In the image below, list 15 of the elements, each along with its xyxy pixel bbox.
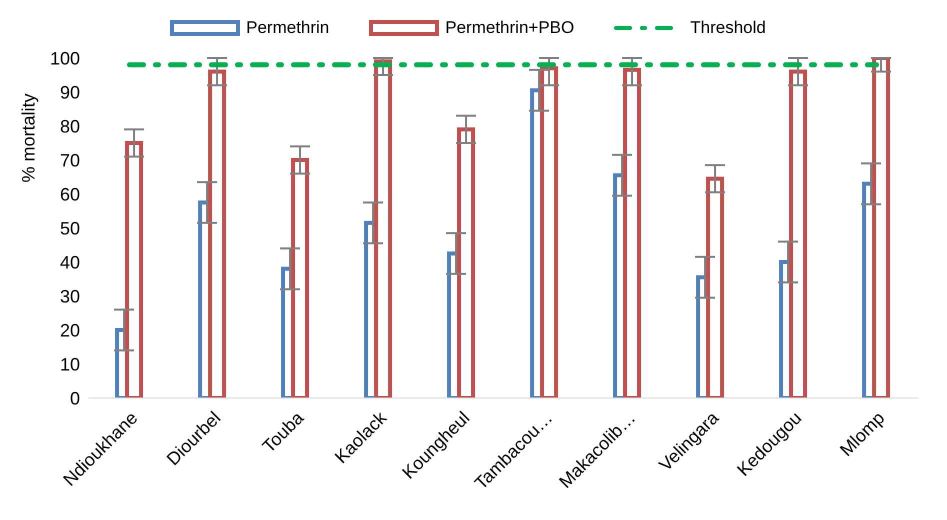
y-tick-label: 10 bbox=[60, 354, 80, 374]
y-tick-label: 100 bbox=[50, 48, 80, 68]
legend-label: Threshold bbox=[689, 18, 766, 38]
y-tick-label: 20 bbox=[60, 320, 80, 340]
legend-label: Permethrin+PBO bbox=[444, 18, 574, 38]
y-tick-label: 40 bbox=[60, 252, 80, 272]
y-axis-title: % mortality bbox=[18, 93, 38, 183]
y-tick-label: 90 bbox=[60, 82, 80, 102]
y-tick-label: 30 bbox=[60, 286, 80, 306]
y-tick-label: 50 bbox=[60, 218, 80, 238]
legend-label: Permethrin bbox=[245, 18, 330, 38]
y-tick-label: 80 bbox=[60, 116, 80, 136]
y-tick-label: 70 bbox=[60, 150, 80, 170]
y-tick-label: 60 bbox=[60, 184, 80, 204]
y-tick-label: 0 bbox=[70, 388, 80, 408]
